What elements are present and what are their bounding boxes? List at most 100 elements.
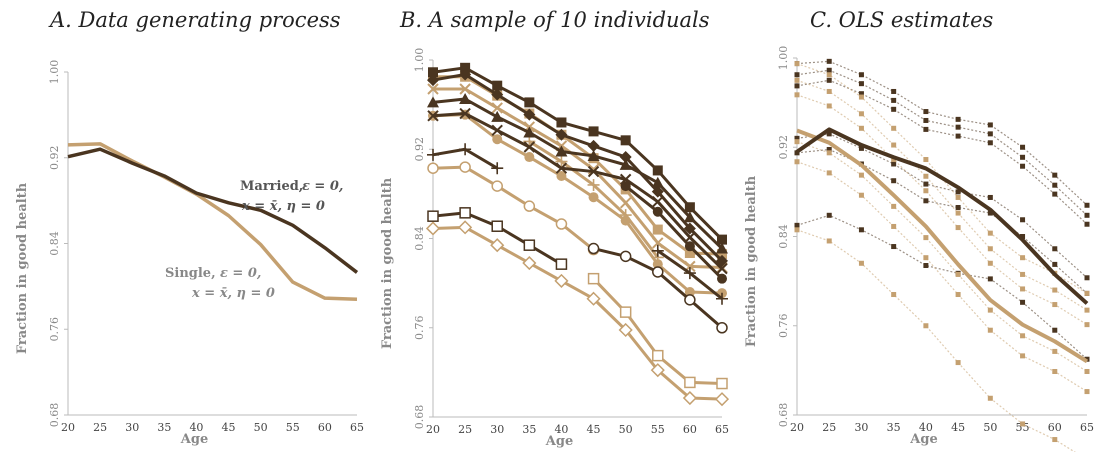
data-point-circle-filled [652, 206, 663, 217]
married-fitted-line [796, 133, 1088, 279]
single-fitted-line [796, 229, 1076, 452]
data-point-plus [459, 143, 472, 156]
panel-b-x-tick-label: 35 [522, 423, 536, 436]
panel-b-x-tick-label: 65 [715, 423, 729, 436]
panel-b-y-tick-label: 0.84 [413, 226, 426, 251]
data-point-circle-open [555, 218, 568, 230]
data-point-diamond-open [586, 291, 601, 306]
single-fitted-point [891, 125, 897, 131]
married-fitted-point [923, 263, 929, 269]
single-annotation-name: Single, [165, 266, 216, 281]
single-fitted-point [891, 223, 897, 229]
married-fitted-point [987, 210, 993, 216]
data-point-circle-filled [556, 171, 567, 182]
married-fitted-point [891, 161, 897, 167]
single-fitted-point [794, 92, 800, 98]
data-point-plus [555, 155, 568, 168]
panel-c-y-tick-label: 0.68 [777, 403, 790, 428]
data-point-diamond-open [458, 220, 473, 235]
married-fitted-line [796, 214, 1088, 360]
data-point-x [459, 83, 471, 95]
single-fitted-point [1020, 333, 1026, 339]
data-point-diamond-open [682, 390, 697, 406]
married-fitted-point [1052, 327, 1058, 333]
single-fitted-point [826, 72, 832, 78]
panel-c-y-tick-label: 0.92 [777, 135, 790, 160]
data-point-diamond-filled [427, 74, 439, 87]
single-fitted-point [987, 260, 993, 266]
data-point-square-filled [556, 117, 567, 128]
single-fitted-point [858, 125, 864, 131]
single-fitted-point [794, 227, 800, 233]
data-point-square-open [587, 272, 600, 285]
panel-c-x-tick-label: 50 [983, 421, 997, 434]
single-fitted-point [794, 159, 800, 165]
single-fitted-point [891, 292, 897, 298]
data-point-square-open [427, 210, 439, 222]
data-point-square-filled [428, 67, 438, 78]
data-point-plus [683, 267, 696, 280]
single-fitted-point [1052, 348, 1058, 354]
data-point-plus [651, 244, 664, 257]
married-fitted-point [826, 58, 832, 64]
single-fitted-line [796, 79, 1088, 311]
married-fitted-point [987, 276, 993, 282]
married-fitted-point [1052, 182, 1058, 188]
data-point-plus [491, 162, 504, 175]
married-fitted-point [891, 88, 897, 94]
married-fitted-point [1084, 212, 1090, 218]
married-fitted-point [923, 109, 929, 115]
single-individual-line [433, 87, 723, 270]
married-series-line [67, 147, 359, 274]
married-individual-line [432, 73, 724, 262]
single-fitted-point [891, 142, 897, 148]
panel-a-x-tick-label: 30 [125, 421, 139, 434]
married-fitted-point [826, 146, 832, 152]
married-fitted-point [858, 81, 864, 87]
data-point-circle-filled [652, 259, 663, 270]
data-point-square-filled [717, 234, 727, 245]
single-fitted-point [987, 395, 993, 401]
married-fitted-point [1020, 299, 1026, 305]
panel-c-x-tick-label: 45 [951, 421, 965, 434]
panel-c-x-tick-label: 60 [1048, 421, 1062, 434]
single-fitted-point [955, 360, 961, 366]
panel-c-x-tick-label: 25 [822, 421, 836, 434]
married-fitted-point [987, 194, 993, 200]
data-point-square-filled [620, 135, 631, 146]
data-point-circle-filled [684, 287, 695, 298]
data-point-diamond-open [714, 392, 730, 407]
single-fitted-point [858, 260, 864, 266]
single-fitted-point [955, 210, 961, 216]
panel-b-x-tick-label: 60 [683, 423, 697, 436]
married-fitted-line [796, 79, 1088, 225]
panel-c-x-tick-label: 55 [1016, 421, 1030, 434]
panel-b-x-tick-label: 55 [651, 423, 665, 436]
data-point-triangle-filled [555, 145, 568, 157]
data-point-circle-filled [588, 192, 599, 203]
panel-b-x-tick-label: 40 [554, 423, 568, 436]
data-point-triangle-filled [427, 96, 439, 108]
married-fitted-point [794, 83, 800, 89]
single-fitted-point [1084, 322, 1090, 328]
married-annotation-line2: x = x̄, η = 0 [241, 199, 325, 214]
data-point-square-filled [652, 165, 663, 176]
panel-b-y-tick-label: 0.92 [413, 137, 426, 162]
married-fitted-point [923, 181, 929, 187]
panel-b-y-tick-label: 1.00 [413, 48, 426, 73]
data-point-plus [716, 292, 728, 305]
married-fitted-point [891, 244, 897, 250]
single-fitted-point [955, 225, 961, 231]
data-point-square-open [555, 258, 568, 270]
married-fitted-point [794, 135, 800, 141]
married-individual-line [432, 97, 724, 250]
single-fitted-point [955, 194, 961, 200]
single-fitted-point [987, 230, 993, 236]
panel-a-y-tick-label: 0.84 [48, 231, 61, 256]
panel-c-x-tick-label: 65 [1080, 421, 1094, 434]
single-fitted-point [794, 61, 800, 67]
data-point-triangle-filled [491, 110, 504, 122]
single-fitted-point [1020, 421, 1026, 427]
data-point-triangle-filled [716, 242, 728, 254]
married-fitted-point [794, 222, 800, 228]
